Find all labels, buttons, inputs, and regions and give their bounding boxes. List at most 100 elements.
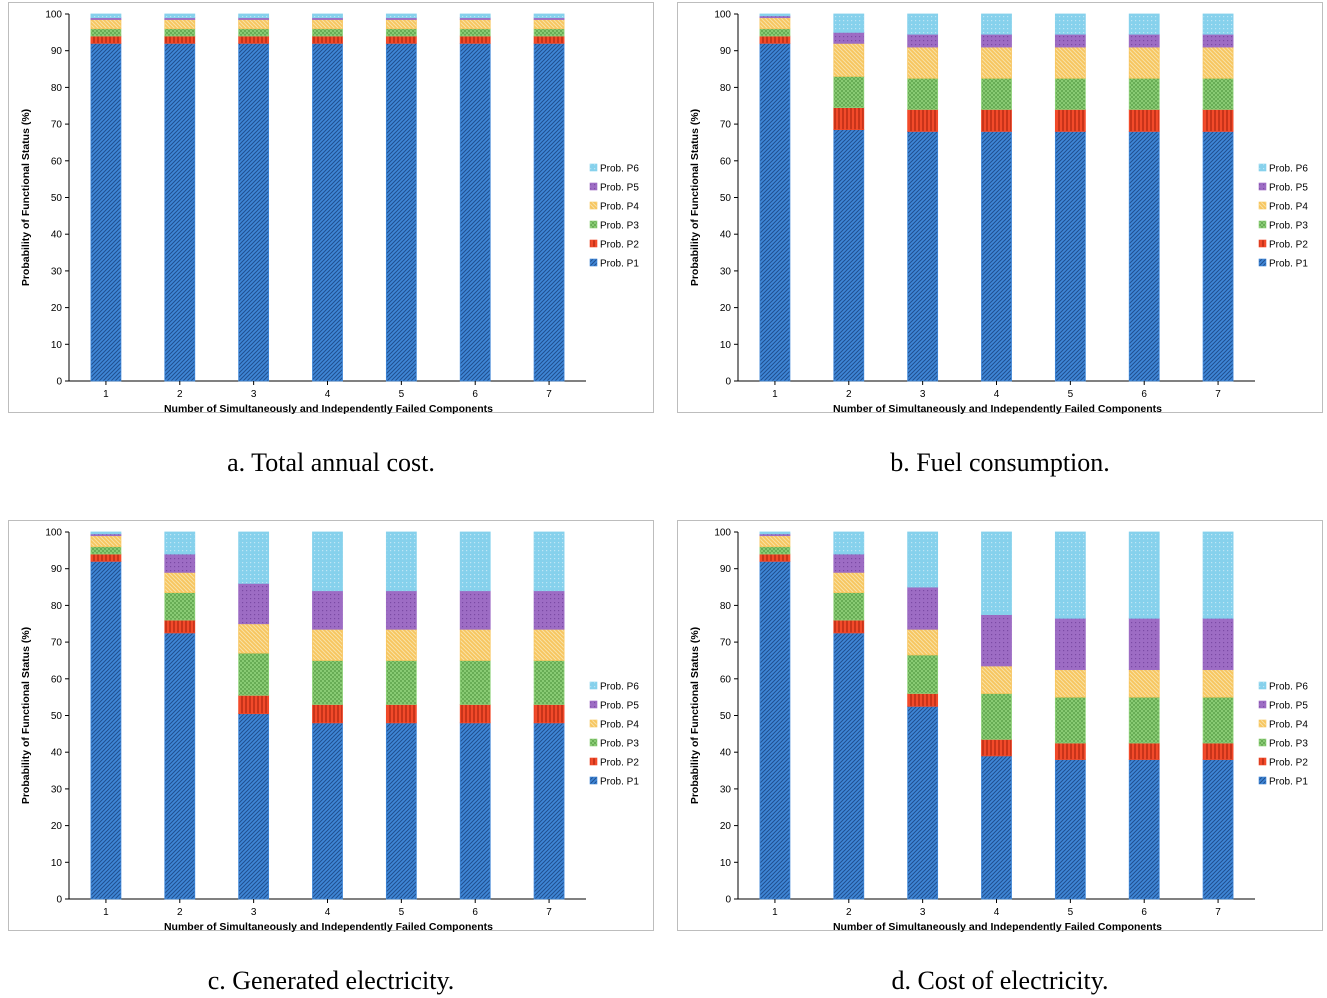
bar-segment-p2-cat-6 <box>459 704 491 724</box>
x-axis-title: Number of Simultaneously and Independent… <box>833 403 1162 414</box>
legend-label-p4: Prob. P4 <box>1269 202 1308 213</box>
bar-segment-p4-cat-2 <box>164 19 196 30</box>
bar-segment-p3-cat-6 <box>459 28 491 37</box>
bar-segment-p2-cat-4 <box>312 35 343 44</box>
legend-label-p6: Prob. P6 <box>1269 682 1308 693</box>
legend-swatch-p1 <box>1258 258 1267 267</box>
legend-label-p1: Prob. P1 <box>1269 777 1308 788</box>
chart-caption-b: b. Fuel consumption. <box>890 448 1110 477</box>
chart-panel-b: 0 10 20 30 40 50 60 70 80 90 100 1 2 3 4 5 6 7 Number of S… <box>677 2 1323 414</box>
bar-segment-p1-cat-1 <box>759 42 791 382</box>
bar-segment-p5-cat-5 <box>1054 33 1086 48</box>
legend-swatch-p2 <box>589 239 598 248</box>
bar-segment-p6-cat-4 <box>981 531 1012 615</box>
legend-label-p6: Prob. P6 <box>1269 164 1308 175</box>
bar-segment-p1-cat-4 <box>312 722 343 900</box>
x-tick-label: 7 <box>1215 389 1221 400</box>
x-axis-title: Number of Simultaneously and Independent… <box>164 921 493 932</box>
bar-segment-p2-cat-1 <box>759 35 791 44</box>
legend-swatch-p6 <box>589 681 598 690</box>
bar-segment-p3-cat-4 <box>312 660 343 705</box>
y-tick-label: 20 <box>51 821 63 832</box>
y-tick-label: 100 <box>45 10 62 21</box>
y-tick-label: 30 <box>51 266 63 277</box>
bar-segment-p2-cat-5 <box>1054 109 1086 132</box>
bar-segment-p1-cat-3 <box>238 42 270 382</box>
bar-segment-p4-cat-2 <box>833 571 865 593</box>
x-tick-label: 4 <box>994 907 1000 918</box>
y-axis-title: Probability of Functional Status (%) <box>689 627 701 804</box>
bar-segment-p6-cat-7 <box>533 13 565 19</box>
legend-label-p4: Prob. P4 <box>600 202 639 213</box>
bar-segment-p6-cat-7 <box>1202 531 1234 619</box>
bar-segment-p1-cat-5 <box>1054 759 1086 900</box>
y-tick-label: 90 <box>51 564 63 575</box>
legend-swatch-p1 <box>1258 776 1267 785</box>
y-tick-label: 90 <box>720 46 732 57</box>
bar-segment-p6-cat-2 <box>164 13 196 19</box>
bar-segment-p4-cat-1 <box>759 535 791 548</box>
legend-label-p4: Prob. P4 <box>1269 720 1308 731</box>
bar-segment-p3-cat-1 <box>759 546 791 555</box>
bar-segment-p3-cat-2 <box>164 592 196 621</box>
y-tick-label: 100 <box>714 528 731 539</box>
bar-segment-p4-cat-6 <box>1128 46 1160 79</box>
legend-swatch-p4 <box>589 201 598 210</box>
bar-segment-p4-cat-3 <box>907 628 939 656</box>
bar-segment-p3-cat-5 <box>385 28 417 37</box>
bar-segment-p3-cat-4 <box>981 693 1012 740</box>
bar-segment-p1-cat-7 <box>533 722 565 900</box>
bar-segment-p1-cat-5 <box>385 42 417 382</box>
x-tick-label: 5 <box>399 907 405 918</box>
bar-segment-p1-cat-5 <box>385 722 417 900</box>
x-tick-label: 3 <box>920 389 926 400</box>
bar-segment-p4-cat-7 <box>533 628 565 661</box>
legend-swatch-p3 <box>589 220 598 229</box>
bar-segment-p6-cat-1 <box>90 531 122 535</box>
y-tick-label: 20 <box>720 303 732 314</box>
bar-segment-p4-cat-6 <box>1128 669 1160 698</box>
bar-segment-p3-cat-7 <box>533 660 565 705</box>
bar-segment-p4-cat-2 <box>833 42 865 77</box>
bar-segment-p2-cat-3 <box>907 109 939 132</box>
x-tick-label: 7 <box>1215 907 1221 918</box>
bar-segment-p5-cat-3 <box>907 586 939 630</box>
x-tick-label: 4 <box>994 389 1000 400</box>
legend-swatch-p4 <box>589 719 598 728</box>
legend-swatch-p3 <box>589 738 598 747</box>
x-tick-label: 1 <box>772 907 778 918</box>
y-tick-label: 80 <box>720 601 732 612</box>
bar-segment-p5-cat-7 <box>1202 33 1234 48</box>
bar-segment-p3-cat-3 <box>238 28 270 37</box>
bar-segment-p6-cat-3 <box>907 13 939 35</box>
legend-label-p1: Prob. P1 <box>600 777 639 788</box>
y-tick-label: 60 <box>51 674 63 685</box>
y-tick-label: 10 <box>720 340 732 351</box>
bar-segment-p4-cat-3 <box>238 19 270 30</box>
legend-swatch-p5 <box>589 700 598 709</box>
bar-segment-p1-cat-6 <box>1128 131 1160 382</box>
bar-segment-p6-cat-4 <box>312 13 343 19</box>
bar-segment-p4-cat-1 <box>90 535 122 548</box>
bar-segment-p5-cat-3 <box>238 582 270 625</box>
x-tick-label: 1 <box>103 389 109 400</box>
bar-segment-p6-cat-2 <box>833 13 865 33</box>
bar-segment-p5-cat-2 <box>833 553 865 573</box>
bar-segment-p3-cat-2 <box>833 592 865 621</box>
y-tick-label: 10 <box>720 858 732 869</box>
y-tick-label: 20 <box>720 821 732 832</box>
chart-caption-d: d. Cost of electricity. <box>891 966 1109 995</box>
bar-segment-p4-cat-7 <box>533 19 565 30</box>
bar-segment-p2-cat-5 <box>385 704 417 724</box>
bar-segment-p3-cat-4 <box>312 28 343 37</box>
bar-segment-p3-cat-5 <box>1054 696 1086 744</box>
bar-segment-p3-cat-7 <box>1202 77 1234 110</box>
bar-segment-p6-cat-6 <box>459 531 491 592</box>
bar-segment-p2-cat-3 <box>238 35 270 44</box>
x-tick-label: 2 <box>177 907 183 918</box>
legend-label-p3: Prob. P3 <box>1269 739 1308 750</box>
legend-label-p2: Prob. P2 <box>600 240 639 251</box>
bar-segment-p2-cat-1 <box>90 35 122 44</box>
x-tick-label: 7 <box>546 389 552 400</box>
bar-segment-p4-cat-5 <box>1054 46 1086 79</box>
